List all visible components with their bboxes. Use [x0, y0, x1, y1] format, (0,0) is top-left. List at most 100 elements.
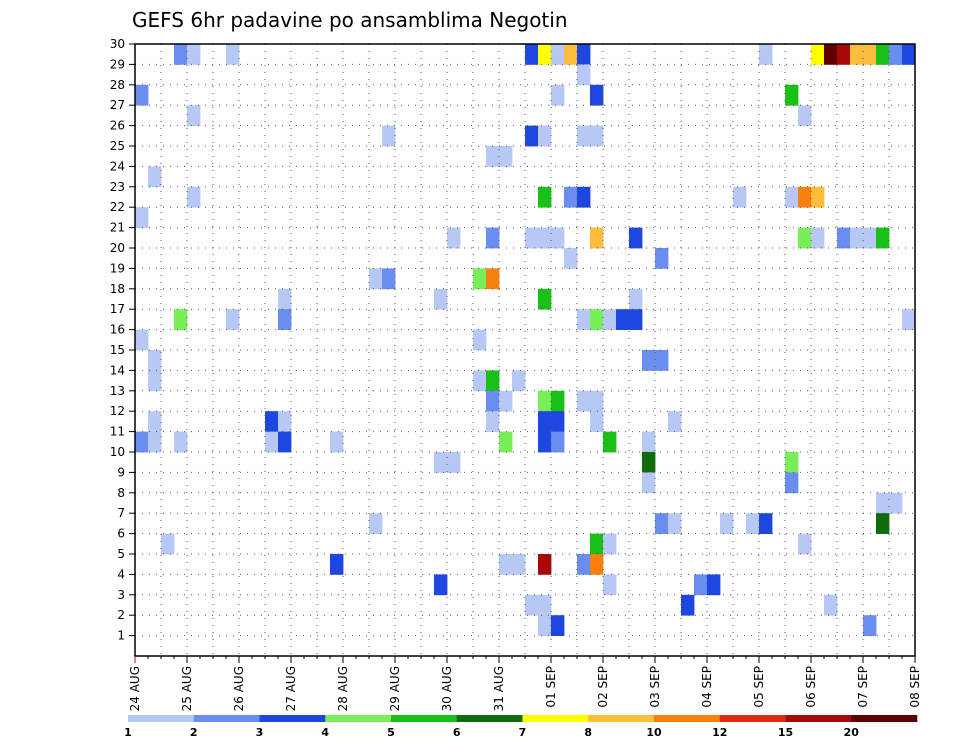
heatmap-cell: [265, 411, 279, 432]
heatmap-cell: [642, 431, 656, 453]
heatmap-cell: [447, 452, 461, 473]
heatmap-cell: [577, 44, 591, 65]
heatmap-cell: [330, 554, 344, 575]
x-tick-label: 24 AUG: [128, 666, 142, 711]
heatmap-cell: [811, 186, 825, 208]
heatmap-cell: [785, 472, 799, 494]
heatmap-cell: [135, 431, 149, 453]
legend-label: 2: [190, 726, 198, 739]
heatmap-cell: [642, 350, 656, 371]
heatmap-cell: [655, 350, 669, 371]
heatmap-cell: [824, 594, 838, 616]
heatmap-cell: [759, 513, 773, 534]
x-tick-label: 05 SEP: [752, 666, 766, 708]
y-tick-label: 9: [117, 465, 125, 479]
legend-swatch: [522, 715, 589, 722]
heatmap-cell: [551, 411, 565, 432]
legend-label: 3: [256, 726, 264, 739]
heatmap-cell: [148, 411, 162, 432]
heatmap-cell: [512, 554, 526, 575]
heatmap-cell: [603, 574, 617, 596]
heatmap-cell: [746, 513, 760, 534]
heatmap-cell: [447, 227, 461, 249]
heatmap-cell: [603, 431, 617, 453]
heatmap-cell: [642, 472, 656, 494]
y-tick-label: 20: [110, 241, 125, 255]
y-tick-label: 27: [110, 98, 125, 112]
heatmap-cell: [187, 186, 201, 208]
heatmap-cell: [226, 44, 240, 65]
heatmap-cell: [538, 125, 552, 147]
heatmap-cell: [499, 431, 513, 453]
cells-layer: [135, 44, 916, 636]
y-tick-label: 18: [110, 282, 125, 296]
heatmap-cell: [590, 390, 604, 412]
y-tick-label: 8: [117, 486, 125, 500]
heatmap-cell: [538, 615, 552, 636]
heatmap-cell: [330, 431, 344, 453]
legend-label: 8: [584, 726, 592, 739]
legend-label: 6: [453, 726, 461, 739]
heatmap-cell: [759, 44, 773, 65]
heatmap-cell: [148, 350, 162, 371]
legend-swatch: [588, 715, 655, 722]
y-tick-label: 3: [117, 588, 125, 602]
legend-label: 20: [844, 726, 860, 739]
heatmap-cell: [473, 329, 487, 351]
heatmap-cell: [382, 125, 396, 147]
legend-swatch: [391, 715, 458, 722]
legend-swatch: [851, 715, 918, 722]
legend-label: 12: [712, 726, 727, 739]
y-tick-label: 10: [110, 445, 125, 459]
y-tick-label: 22: [110, 200, 125, 214]
heatmap-cell: [798, 186, 812, 208]
legend-label: 1: [124, 726, 132, 739]
heatmap-cell: [538, 390, 552, 412]
y-tick-label: 25: [110, 139, 125, 153]
heatmap-cell: [434, 574, 448, 596]
heatmap-cell: [174, 44, 188, 65]
heatmap-cell: [590, 227, 604, 249]
heatmap-cell: [538, 288, 552, 310]
x-tick-label: 31 AUG: [492, 666, 506, 711]
heatmap-cell: [577, 390, 591, 412]
heatmap-cell: [577, 309, 591, 330]
x-tick-label: 27 AUG: [284, 666, 298, 711]
heatmap-cell: [486, 370, 500, 392]
heatmap-cell: [590, 309, 604, 330]
y-tick-label: 30: [110, 37, 125, 51]
heatmap-cell: [499, 390, 513, 412]
heatmap-cell: [538, 411, 552, 432]
heatmap-cell: [174, 309, 188, 330]
heatmap-cell: [616, 309, 630, 330]
y-tick-label: 4: [117, 567, 125, 581]
heatmap-cell: [564, 44, 578, 65]
heatmap-cell: [551, 615, 565, 636]
heatmap-cell: [811, 227, 825, 249]
x-tick-label: 08 SEP: [908, 666, 922, 708]
heatmap-cell: [668, 411, 682, 432]
heatmap-cell: [278, 411, 292, 432]
heatmap-cell: [538, 227, 552, 249]
heatmap-cell: [837, 44, 851, 65]
heatmap-cell: [863, 44, 877, 65]
legend-swatch: [719, 715, 786, 722]
y-tick-label: 28: [110, 78, 125, 92]
heatmap-cell: [876, 44, 890, 65]
heatmap-cell: [551, 84, 565, 106]
x-tick-label: 30 AUG: [440, 666, 454, 711]
heatmap-cell: [590, 125, 604, 147]
heatmap-cell: [278, 431, 292, 453]
heatmap-cell: [551, 431, 565, 453]
heatmap-cell: [512, 370, 526, 392]
heatmap-cell: [148, 166, 162, 188]
y-tick-label: 24: [110, 159, 125, 173]
y-tick-label: 21: [110, 221, 125, 235]
legend-swatch: [456, 715, 523, 722]
x-tick-label: 07 SEP: [856, 666, 870, 708]
heatmap-cell: [876, 492, 890, 514]
heatmap-cell: [551, 44, 565, 65]
heatmap-cell: [863, 227, 877, 249]
heatmap-cell: [655, 248, 669, 269]
